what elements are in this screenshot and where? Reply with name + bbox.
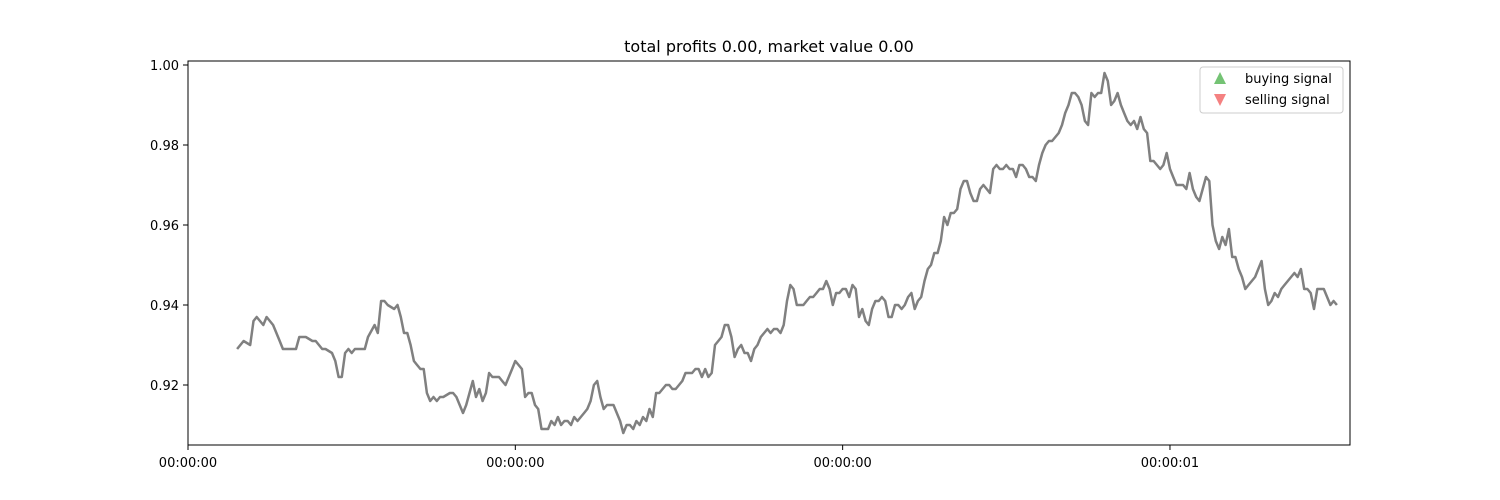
selling-signal-marker-icon <box>1214 94 1226 106</box>
y-tick-label: 0.96 <box>150 219 179 234</box>
x-tick-label: 00:00:00 <box>486 456 544 471</box>
price-series-line <box>236 71 1338 435</box>
y-tick-label: 1.00 <box>150 59 179 74</box>
legend: buying signal selling signal <box>1199 66 1344 114</box>
legend-box <box>1199 66 1344 114</box>
legend-label-buying: buying signal <box>1245 72 1332 87</box>
plot-area <box>187 60 1351 446</box>
x-tick-label: 00:00:00 <box>813 456 871 471</box>
y-tick-label: 0.94 <box>150 299 179 314</box>
y-tick-label: 0.98 <box>150 139 179 154</box>
x-tick-label: 00:00:00 <box>159 456 217 471</box>
legend-label-selling: selling signal <box>1245 93 1330 108</box>
x-axis: 00:00:00 00:00:00 00:00:00 00:00:01 <box>159 445 1199 471</box>
buying-signal-marker-icon <box>1214 72 1226 84</box>
chart-title: total profits 0.00, market value 0.00 <box>624 37 914 56</box>
x-tick-label: 00:00:01 <box>1141 456 1199 471</box>
y-tick-label: 0.92 <box>150 379 179 394</box>
y-axis: 0.92 0.94 0.96 0.98 1.00 <box>150 59 188 394</box>
